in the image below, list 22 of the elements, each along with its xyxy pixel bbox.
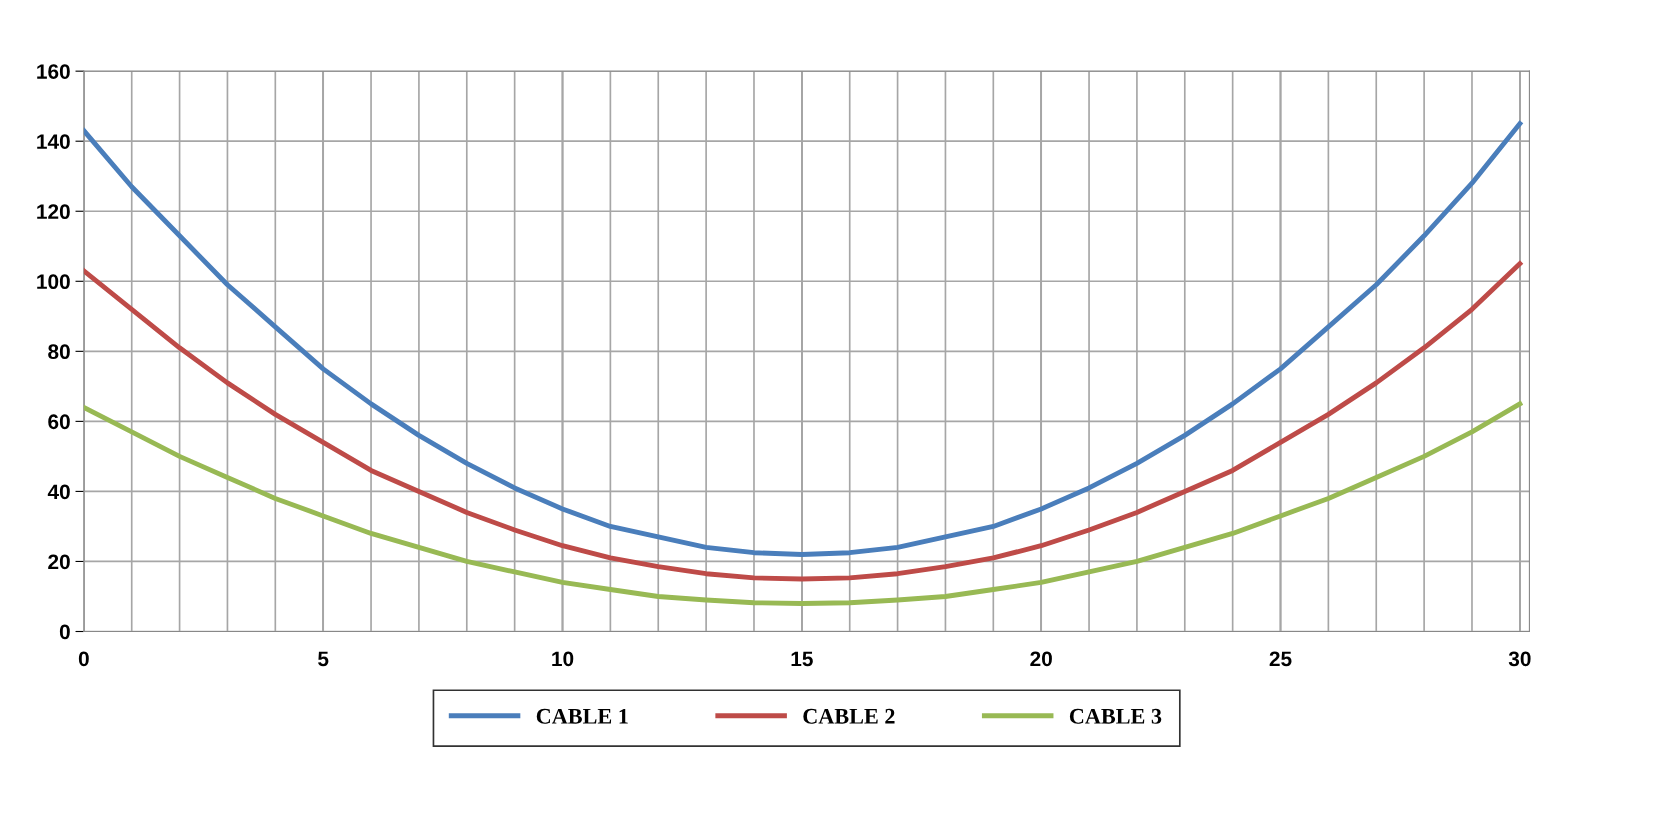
x-tick-label: 5: [318, 651, 329, 667]
y-tick-label: 60: [48, 414, 70, 430]
x-tick-label: 0: [78, 651, 89, 667]
y-tick-label: 140: [37, 134, 70, 149]
line-series: [83, 121, 1523, 557]
y-tick-label: 160: [37, 64, 70, 79]
line-series: [83, 261, 1523, 582]
x-tick-label: 30: [1508, 651, 1531, 667]
line-series: [83, 401, 1523, 606]
y-tick-label: 20: [48, 554, 70, 570]
y-tick-label: 0: [59, 624, 70, 640]
y-tick-label: 40: [47, 484, 70, 500]
x-tick-label: 15: [791, 651, 813, 667]
legend-label: CABLE 3: [1069, 708, 1162, 724]
legend-label: CABLE 1: [536, 708, 628, 724]
x-tick-label: 10: [552, 651, 574, 667]
y-tick-label: 100: [37, 274, 70, 290]
y-tick-label: 120: [37, 204, 70, 219]
y-tick-label: 80: [48, 344, 70, 360]
x-tick-label: 20: [1030, 651, 1052, 667]
x-tick-label: 25: [1269, 651, 1292, 667]
legend-label: CABLE 2: [803, 708, 895, 724]
